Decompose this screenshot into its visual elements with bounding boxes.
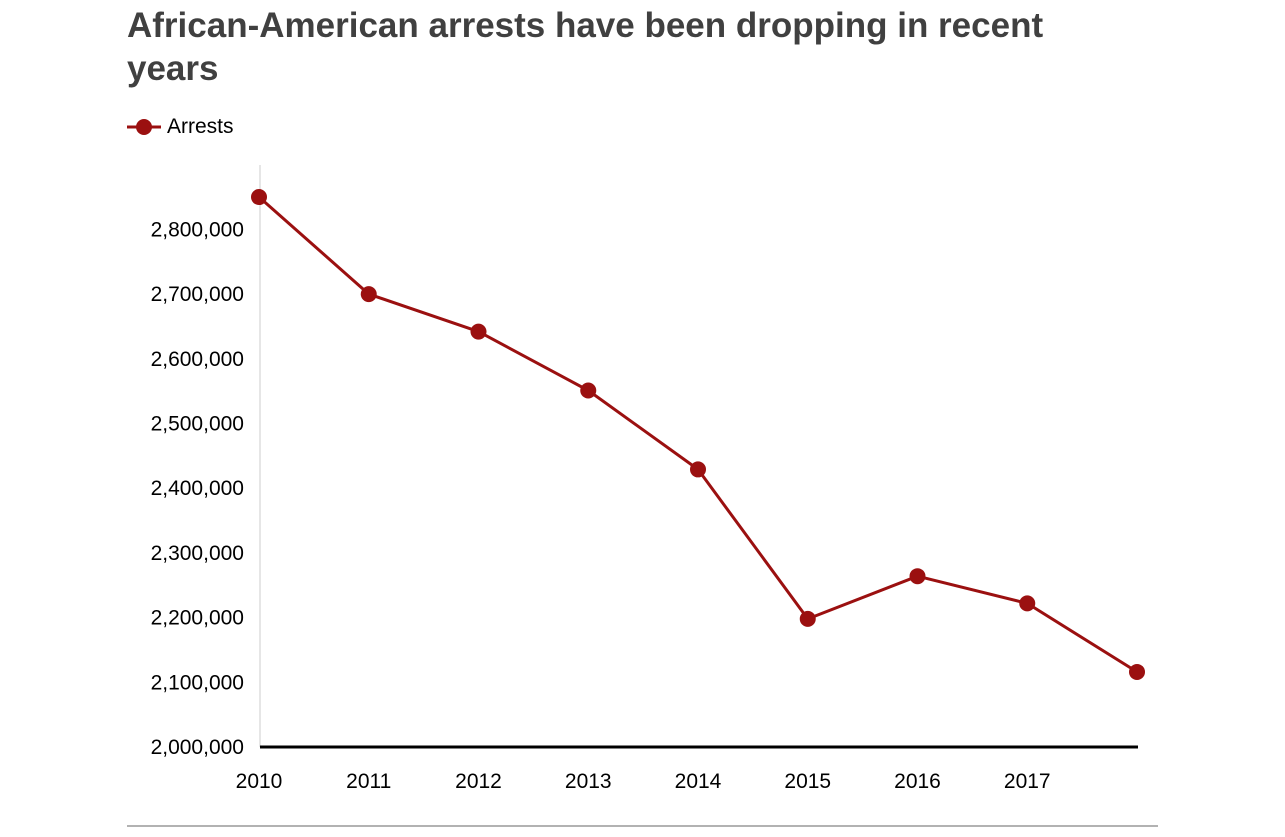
x-tick-label: 2012 <box>455 770 502 793</box>
y-tick-label: 2,600,000 <box>151 348 244 371</box>
x-tick-label: 2016 <box>894 770 941 793</box>
legend-label: Arrests <box>167 115 234 138</box>
x-tick-label: 2017 <box>1004 770 1051 793</box>
legend-swatch-marker <box>136 119 152 135</box>
data-point <box>470 323 487 340</box>
chart-title: African-American arrests have been dropp… <box>127 6 1044 88</box>
series-arrests <box>251 189 1145 680</box>
legend: Arrests <box>127 114 234 140</box>
y-tick-label: 2,100,000 <box>151 671 244 694</box>
legend-swatch <box>127 119 161 135</box>
y-tick-label: 2,800,000 <box>151 218 244 241</box>
data-point <box>799 610 816 627</box>
y-tick-label: 2,000,000 <box>151 736 244 759</box>
y-tick-label: 2,300,000 <box>151 542 244 565</box>
y-tick-label: 2,500,000 <box>151 413 244 436</box>
x-tick-label: 2013 <box>565 770 612 793</box>
data-point <box>690 461 706 478</box>
data-point <box>360 286 377 303</box>
data-point <box>909 568 926 585</box>
data-point <box>1019 595 1036 612</box>
data-point <box>1129 663 1145 680</box>
series-line <box>258 195 1138 674</box>
x-tick-label: 2010 <box>236 770 283 793</box>
y-tick-label: 2,200,000 <box>151 607 244 630</box>
x-tick-label: 2015 <box>784 770 831 793</box>
data-point <box>251 189 267 206</box>
x-tick-label: 2014 <box>675 770 722 793</box>
y-axis: 2,000,000 2,100,000 2,200,000 2,300,000 2,40… <box>151 165 261 759</box>
data-point <box>580 382 597 399</box>
x-tick-label: 2011 <box>346 770 391 793</box>
x-axis: 2010 2011 2012 2013 2014 2015 2016 2017 <box>236 745 1138 793</box>
y-tick-label: 2,400,000 <box>151 477 244 500</box>
y-tick-label: 2,700,000 <box>151 283 244 306</box>
